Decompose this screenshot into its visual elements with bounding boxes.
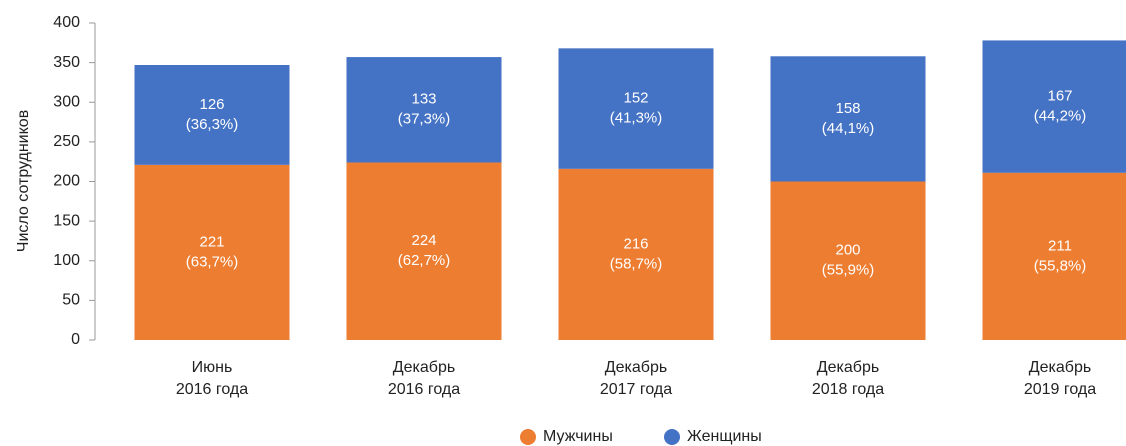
y-axis-label: Число сотрудников xyxy=(15,110,32,252)
percent-label: (44,2%) xyxy=(1034,108,1087,125)
y-tick-label: 400 xyxy=(53,14,80,31)
percent-label: (41,3%) xyxy=(610,110,663,127)
x-tick-label: Декабрь xyxy=(393,359,455,376)
percent-label: (44,1%) xyxy=(822,120,875,137)
bar-segment xyxy=(770,181,926,340)
bar-segment xyxy=(346,57,502,163)
value-label: 221 xyxy=(199,233,224,250)
value-label: 211 xyxy=(1048,237,1072,254)
x-tick-label: 2019 года xyxy=(1024,381,1096,398)
legend-marker xyxy=(664,429,680,445)
percent-label: (62,7%) xyxy=(398,252,451,269)
percent-label: (63,7%) xyxy=(186,253,239,270)
value-label: 200 xyxy=(835,242,860,259)
bar-segment xyxy=(770,56,926,182)
y-tick-label: 0 xyxy=(71,331,80,348)
value-label: 152 xyxy=(623,90,648,107)
x-tick-label: 2016 года xyxy=(176,381,248,398)
bar-segment xyxy=(558,48,714,169)
percent-label: (55,8%) xyxy=(1034,257,1087,274)
y-tick-label: 100 xyxy=(53,252,80,269)
x-tick-label: 2017 года xyxy=(600,381,672,398)
percent-label: (37,3%) xyxy=(398,111,451,128)
value-label: 167 xyxy=(1047,88,1072,105)
x-tick-label: Декабрь xyxy=(817,359,879,376)
bar-segment xyxy=(982,172,1126,340)
legend-marker xyxy=(520,429,536,445)
value-label: 216 xyxy=(623,235,648,252)
y-tick-label: 350 xyxy=(53,54,80,71)
bar-segment xyxy=(558,168,714,340)
value-label: 133 xyxy=(411,91,436,108)
bar-segment xyxy=(134,65,290,165)
y-tick-label: 300 xyxy=(53,93,80,110)
x-tick-label: Декабрь xyxy=(605,359,667,376)
value-label: 126 xyxy=(199,96,224,113)
percent-label: (55,9%) xyxy=(822,262,875,279)
bar-segment xyxy=(982,40,1126,173)
percent-label: (58,7%) xyxy=(610,255,663,272)
y-tick-label: 50 xyxy=(62,292,80,309)
x-tick-label: 2016 года xyxy=(388,381,460,398)
value-label: 158 xyxy=(835,100,860,117)
x-tick-label: 2018 года xyxy=(812,381,884,398)
y-tick-label: 150 xyxy=(53,212,80,229)
bar-segment xyxy=(346,162,502,340)
x-tick-label: Декабрь xyxy=(1029,359,1091,376)
y-tick-label: 200 xyxy=(53,173,80,190)
value-label: 224 xyxy=(411,232,436,249)
percent-label: (36,3%) xyxy=(186,116,239,133)
bar-segment xyxy=(134,164,290,340)
legend-label: Мужчины xyxy=(543,428,613,445)
y-tick-label: 250 xyxy=(53,133,80,150)
x-tick-label: Июнь xyxy=(192,359,233,376)
legend-label: Женщины xyxy=(687,428,762,445)
